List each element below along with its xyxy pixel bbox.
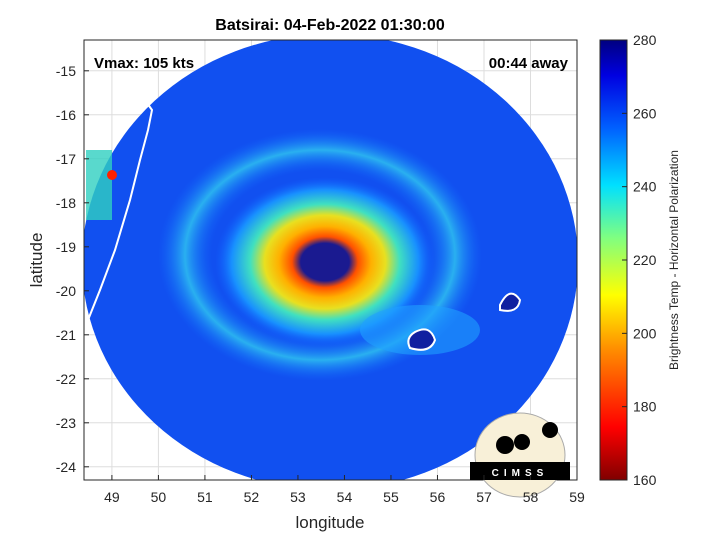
colorbar-label: Brightness Temp - Horizontal Polarizatio… — [667, 150, 681, 370]
y-axis-label: latitude — [27, 233, 46, 288]
y-tick-label: -21 — [56, 327, 76, 343]
x-tick-label: 52 — [244, 489, 260, 505]
y-tick-label: -24 — [56, 459, 76, 475]
satellite-image — [84, 40, 577, 480]
colorbar-tick-label: 220 — [633, 252, 657, 268]
colorbar-tick-label: 200 — [633, 325, 657, 341]
vmax-label: Vmax: 105 kts — [94, 55, 194, 72]
x-tick-label: 55 — [383, 489, 399, 505]
time-away-label: 00:44 away — [489, 55, 569, 72]
x-tick-label: 50 — [151, 489, 167, 505]
colorbar-tick-label: 280 — [633, 32, 657, 48]
island-mauritius — [499, 292, 522, 312]
island-reunion — [407, 328, 437, 351]
x-tick-label: 51 — [197, 489, 213, 505]
x-tick-label: 59 — [569, 489, 585, 505]
y-tick-label: -18 — [56, 195, 76, 211]
colorbar-tick-label: 240 — [633, 179, 657, 195]
x-tick-label: 56 — [430, 489, 446, 505]
x-tick-label: 57 — [476, 489, 492, 505]
y-tick-label: -19 — [56, 239, 76, 255]
colorbar-ticks: 160 180 200 220 240 260 280 — [622, 32, 657, 488]
x-tick-label: 58 — [523, 489, 539, 505]
coastline — [84, 89, 154, 331]
eyewall — [215, 177, 435, 347]
logo-text: CIMSS — [492, 468, 549, 479]
cimss-logo: CIMSS — [470, 412, 570, 498]
y-tick-label: -20 — [56, 283, 76, 299]
y-tick-label: -23 — [56, 415, 76, 431]
y-tick-label: -17 — [56, 151, 76, 167]
colorbar-tick-label: 260 — [633, 105, 657, 121]
y-tick-label: -15 — [56, 63, 76, 79]
x-tick-label: 53 — [290, 489, 306, 505]
x-tick-label: 54 — [337, 489, 353, 505]
x-axis-label: longitude — [295, 513, 364, 532]
chart-title: Batsirai: 04-Feb-2022 01:30:00 — [215, 17, 445, 34]
y-tick-label: -22 — [56, 371, 76, 387]
y-tick-label: -16 — [56, 107, 76, 123]
colorbar-tick-label: 180 — [633, 399, 657, 415]
x-tick-label: 49 — [104, 489, 120, 505]
axis-ticks: 49 50 51 52 53 54 55 56 57 58 59 -15 -16 -17 -18 -19 -20… — [56, 63, 585, 505]
axes-box — [83, 39, 578, 481]
hot-spot — [107, 170, 117, 180]
colorbar-tick-label: 160 — [633, 472, 657, 488]
